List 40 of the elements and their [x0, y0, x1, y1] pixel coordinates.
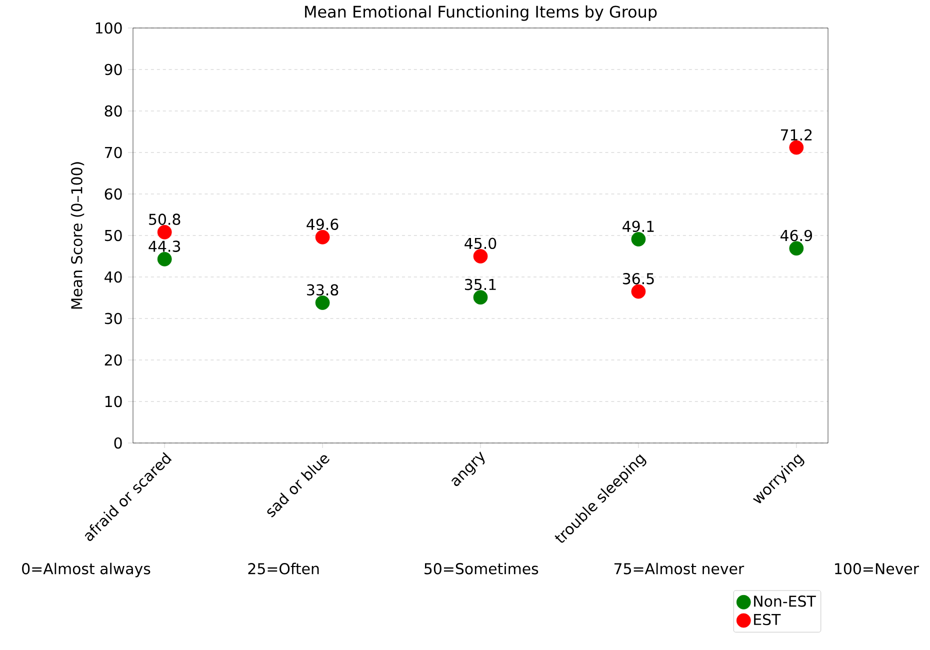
data-label: 49.1: [622, 220, 654, 232]
data-label: 49.6: [306, 218, 338, 230]
y-axis-title: Mean Score (0–100): [70, 162, 84, 309]
text: 100=Never: [835, 563, 920, 574]
point: [315, 230, 330, 244]
data-label: 36.5: [622, 273, 654, 284]
point: [473, 290, 488, 305]
point: [789, 140, 804, 155]
chart-title: Mean Emotional Functioning Items by Group: [305, 5, 657, 21]
legend-label: Non-EST: [754, 596, 816, 607]
text: 25=Often: [248, 562, 319, 574]
data-label: 35.1: [465, 278, 496, 290]
data-label: 71.2: [781, 129, 812, 140]
y-tick-label: 100: [96, 22, 122, 34]
y-tick-label: 90: [104, 64, 122, 76]
y-tick-label: 30: [104, 312, 122, 324]
data-label: 44.3: [148, 240, 180, 252]
data-label: 33.8: [307, 284, 338, 296]
y-tick-label: 10: [105, 396, 122, 408]
text: 50=Sometimes: [424, 562, 538, 574]
data-label: 46.9: [780, 230, 812, 242]
data-label: 45.0: [464, 238, 496, 250]
legend-label: EST: [754, 614, 781, 626]
y-tick-label: 70: [105, 146, 122, 158]
point: [631, 232, 646, 246]
text: 0=Almost always: [22, 562, 150, 578]
y-tick-label: 60: [104, 188, 122, 200]
point: [157, 252, 172, 266]
text: 75=Almost never: [614, 562, 744, 574]
y-tick-label: 80: [104, 105, 122, 117]
point: [789, 241, 804, 256]
point: [631, 284, 646, 299]
point: [473, 249, 488, 264]
point: [157, 224, 172, 240]
y-tick-label: 50: [104, 230, 122, 242]
y-tick-label: 40: [104, 271, 122, 283]
data-label: 50.8: [149, 214, 180, 225]
y-tick-label: 0: [114, 437, 122, 449]
point: [315, 296, 330, 310]
y-tick-label: 20: [104, 354, 122, 366]
